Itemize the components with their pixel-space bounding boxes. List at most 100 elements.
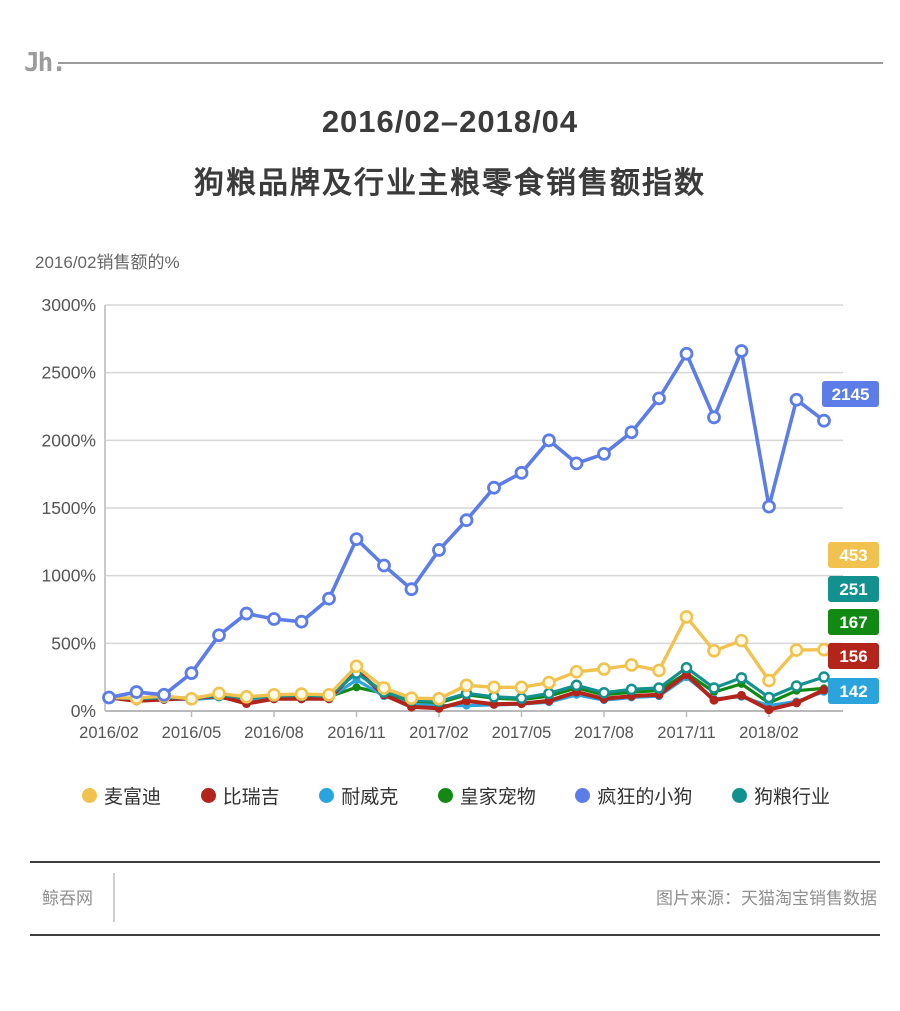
x-tick-label: 2017/08: [574, 724, 634, 742]
data-point-疯狂的小狗: [487, 480, 501, 495]
data-point-疯狂的小狗: [789, 392, 804, 407]
data-point-疯狂的小狗: [267, 612, 281, 626]
value-badge-142: [828, 678, 879, 704]
data-point-狗粮行业: [598, 686, 610, 699]
data-point-皇家宠物: [352, 683, 361, 692]
legend-item-耐威克: 耐威克: [319, 782, 398, 809]
data-point-狗粮行业: [515, 692, 528, 704]
x-tick-label: 2016/05: [162, 724, 222, 742]
data-point-比瑞吉: [737, 690, 746, 700]
data-point-麦富迪: [349, 659, 364, 674]
data-point-狗粮行业: [543, 687, 555, 700]
y-tick-label: 0%: [71, 701, 96, 721]
data-point-狗粮行业: [680, 661, 693, 674]
value-badge-251: [828, 576, 879, 602]
data-point-麦富迪: [322, 687, 336, 702]
value-badge-label: 453: [839, 546, 867, 565]
data-point-疯狂的小狗: [734, 344, 749, 358]
value-badge-156: [828, 643, 879, 669]
data-point-麦富迪: [707, 643, 721, 658]
footer-vertical-divider: [113, 873, 115, 922]
chart-title-date-range: 2016/02–2018/04: [321, 104, 579, 139]
legend-item-皇家宠物: 皇家宠物: [437, 782, 536, 809]
data-point-疯狂的小狗: [239, 606, 254, 621]
data-point-疯狂的小狗: [679, 346, 694, 361]
legend-item-疯狂的小狗: 疯狂的小狗: [575, 782, 692, 809]
y-tick-label: 2000%: [42, 430, 97, 450]
data-point-麦富迪: [679, 610, 694, 624]
y-tick-label: 2500%: [42, 363, 97, 383]
data-point-麦富迪: [597, 662, 611, 676]
data-point-比瑞吉: [764, 705, 774, 715]
data-point-疯狂的小狗: [652, 391, 666, 406]
value-badge-167: [828, 609, 879, 635]
data-point-狗粮行业: [735, 672, 748, 684]
data-point-疯狂的小狗: [349, 532, 364, 547]
footer-site-name: 鲸吞网: [42, 889, 93, 908]
data-point-疯狂的小狗: [459, 513, 474, 528]
data-point-疯狂的小狗: [762, 499, 776, 514]
chart-title-main: 狗粮品牌及行业主粮零食销售额指数: [194, 167, 706, 200]
data-point-麦富迪: [789, 643, 804, 657]
data-point-麦富迪: [652, 663, 666, 678]
data-point-疯狂的小狗: [129, 685, 144, 699]
value-badge-label: 167: [839, 613, 867, 632]
data-point-麦富迪: [239, 689, 254, 704]
data-point-麦富迪: [817, 642, 831, 657]
data-point-疯狂的小狗: [184, 666, 199, 681]
data-point-麦富迪: [267, 687, 281, 702]
legend-label: 耐威克: [341, 787, 399, 808]
data-point-麦富迪: [377, 681, 391, 695]
data-point-麦富迪: [184, 692, 199, 706]
data-point-麦富迪: [212, 686, 226, 701]
data-point-麦富迪: [569, 664, 584, 679]
legend-dot: [575, 788, 591, 803]
sales-index-line-chart: 3000% 2500% 2000% 1500% 1000% 500% 0% 2016/02 20…: [42, 295, 879, 742]
data-point-狗粮行业: [818, 671, 830, 683]
x-tick-label: 2016/08: [244, 724, 304, 742]
value-badge-label: 251: [839, 580, 867, 599]
data-point-麦富迪: [487, 680, 501, 695]
legend-label: 狗粮行业: [753, 787, 830, 808]
data-point-疯狂的小狗: [294, 614, 309, 629]
data-point-狗粮行业: [625, 683, 638, 696]
data-point-疯狂的小狗: [432, 543, 446, 557]
data-point-比瑞吉: [792, 698, 801, 708]
data-point-麦富迪: [404, 691, 419, 705]
data-point-狗粮行业: [570, 679, 583, 692]
data-point-疯狂的小狗: [377, 558, 391, 573]
chart-legend: 麦富迪 比瑞吉 耐威克 皇家宠物 疯狂的小狗 狗粮行业: [82, 782, 830, 809]
legend-label: 皇家宠物: [459, 787, 536, 808]
data-point-麦富迪: [432, 692, 446, 706]
legend-dot: [437, 788, 453, 803]
data-point-疯狂的小狗: [212, 628, 226, 643]
data-point-麦富迪: [762, 673, 776, 688]
data-point-麦富迪: [542, 675, 556, 690]
legend-dot: [82, 788, 97, 803]
value-badge-label: 2145: [832, 385, 870, 404]
data-point-麦富迪: [459, 678, 474, 693]
data-point-狗粮行业: [763, 691, 775, 704]
legend-dot: [319, 788, 335, 803]
data-point-疯狂的小狗: [624, 425, 639, 440]
legend-item-狗粮行业: 狗粮行业: [731, 782, 830, 809]
x-tick-label: 2017/11: [657, 724, 715, 742]
data-point-比瑞吉: [709, 695, 719, 705]
y-tick-label: 500%: [51, 633, 96, 653]
data-point-狗粮行业: [653, 682, 665, 694]
data-point-麦富迪: [734, 633, 749, 648]
footer-divider-top: [30, 861, 880, 863]
x-tick-label: 2016/11: [327, 724, 385, 742]
data-point-狗粮行业: [708, 682, 720, 694]
footer-data-source: 图片来源：天猫淘宝销售数据: [656, 889, 877, 908]
legend-label: 疯狂的小狗: [597, 787, 693, 808]
data-point-疯狂的小狗: [514, 465, 529, 480]
data-point-疯狂的小狗: [569, 456, 584, 471]
legend-dot: [200, 788, 216, 803]
x-tick-label: 2017/05: [492, 724, 552, 742]
legend-label: 比瑞吉: [222, 787, 280, 808]
footer-divider-bottom: [30, 934, 880, 936]
x-tick-label: 2018/02: [739, 724, 799, 742]
y-axis-unit-note: 2016/02销售额的%: [35, 253, 180, 272]
